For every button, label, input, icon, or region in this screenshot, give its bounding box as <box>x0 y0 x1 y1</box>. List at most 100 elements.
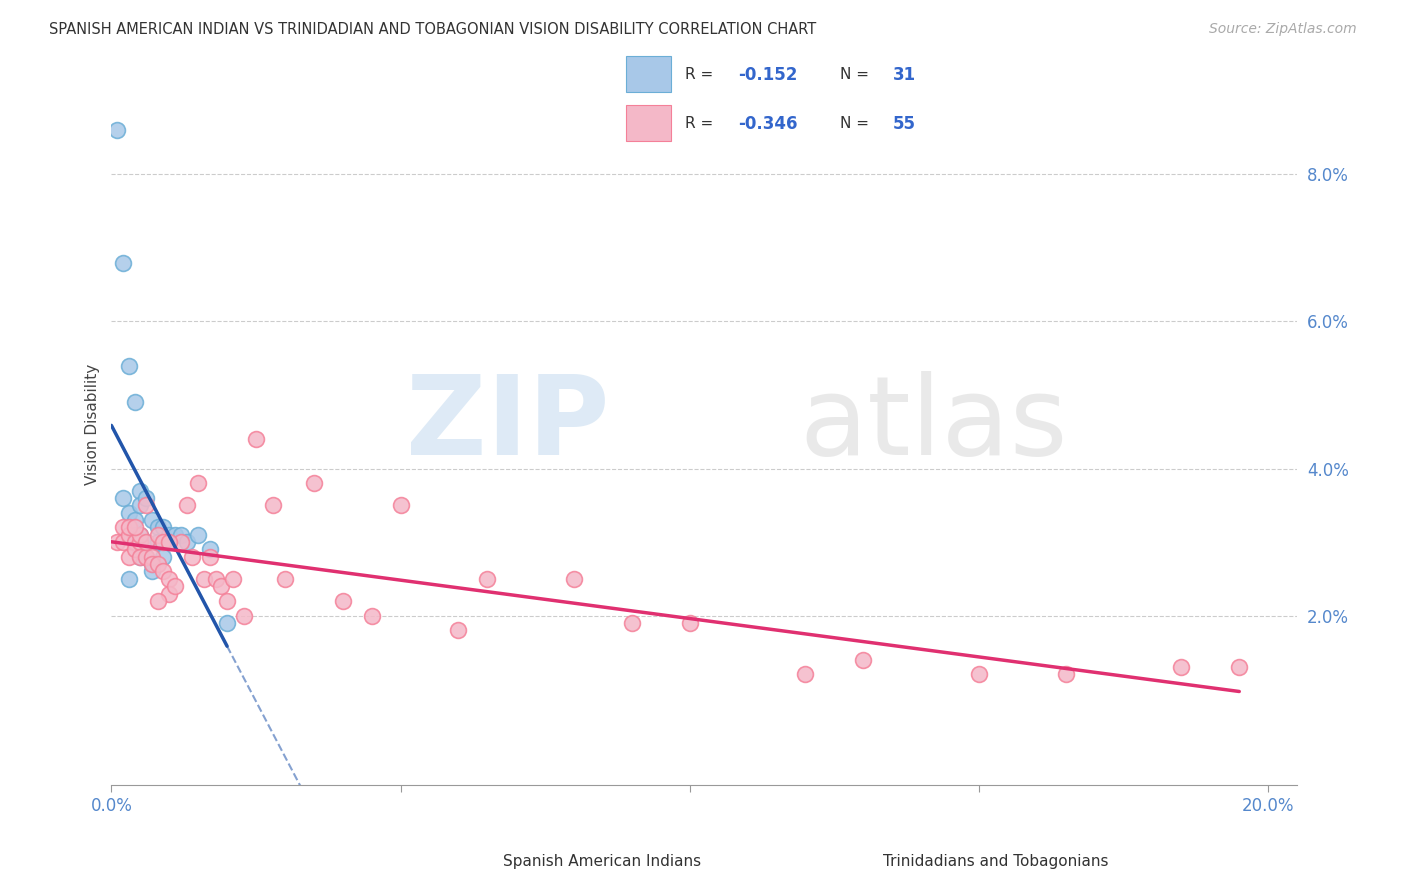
Point <box>135 535 157 549</box>
Point <box>620 615 643 630</box>
Point <box>1054 667 1077 681</box>
Y-axis label: Vision Disability: Vision Disability <box>86 364 100 485</box>
Point <box>135 549 157 564</box>
Point <box>146 520 169 534</box>
Point <box>129 549 152 564</box>
Point <box>447 624 470 638</box>
Point <box>152 549 174 564</box>
Point <box>170 535 193 549</box>
Point <box>105 123 128 137</box>
Text: R =: R = <box>686 67 718 82</box>
Point <box>245 432 267 446</box>
Point <box>124 513 146 527</box>
Point <box>129 535 152 549</box>
Point <box>146 557 169 571</box>
Point <box>222 572 245 586</box>
Text: ZIP: ZIP <box>406 371 609 478</box>
Point <box>152 565 174 579</box>
Point <box>129 498 152 512</box>
Point <box>562 572 585 586</box>
Point <box>111 535 134 549</box>
Point <box>274 572 297 586</box>
Point <box>105 535 128 549</box>
Point <box>852 653 875 667</box>
Point <box>262 498 284 512</box>
Point <box>302 476 325 491</box>
Point <box>187 476 209 491</box>
Point <box>129 527 152 541</box>
Point <box>181 549 204 564</box>
Point <box>124 542 146 557</box>
Point <box>135 549 157 564</box>
Point <box>163 527 186 541</box>
Text: 31: 31 <box>893 66 915 84</box>
Point <box>217 615 239 630</box>
Point <box>111 491 134 505</box>
Point <box>1227 660 1250 674</box>
Point <box>118 527 141 541</box>
Point <box>118 359 141 373</box>
Point <box>141 557 163 571</box>
Text: -0.152: -0.152 <box>738 66 797 84</box>
Point <box>124 520 146 534</box>
Point <box>332 594 354 608</box>
Point <box>118 549 141 564</box>
Point <box>967 667 990 681</box>
Point <box>176 498 198 512</box>
Text: Spanish American Indians: Spanish American Indians <box>503 855 702 869</box>
Point <box>129 549 152 564</box>
Point <box>679 615 702 630</box>
Point <box>360 608 382 623</box>
Point <box>135 535 157 549</box>
Point <box>152 520 174 534</box>
Point <box>157 535 180 549</box>
Point <box>141 549 163 564</box>
Point <box>477 572 499 586</box>
Point <box>152 535 174 549</box>
Text: SPANISH AMERICAN INDIAN VS TRINIDADIAN AND TOBAGONIAN VISION DISABILITY CORRELAT: SPANISH AMERICAN INDIAN VS TRINIDADIAN A… <box>49 22 817 37</box>
Bar <box>626 56 672 92</box>
Text: N =: N = <box>841 67 875 82</box>
Point <box>124 395 146 409</box>
Point <box>141 565 163 579</box>
Point <box>135 498 157 512</box>
Point <box>389 498 412 512</box>
Point <box>111 255 134 269</box>
Text: R =: R = <box>686 117 718 131</box>
Point <box>163 579 186 593</box>
Point <box>129 483 152 498</box>
Point <box>187 527 209 541</box>
Text: -0.346: -0.346 <box>738 115 797 133</box>
Text: Source: ZipAtlas.com: Source: ZipAtlas.com <box>1209 22 1357 37</box>
Point <box>209 579 232 593</box>
Point <box>157 535 180 549</box>
Point <box>198 549 221 564</box>
Point <box>1170 660 1192 674</box>
Point <box>170 527 193 541</box>
Point <box>217 594 239 608</box>
Text: Trinidadians and Tobagonians: Trinidadians and Tobagonians <box>883 855 1108 869</box>
Point <box>141 513 163 527</box>
Bar <box>626 105 672 141</box>
Point <box>118 572 141 586</box>
Point <box>157 572 180 586</box>
Point <box>176 535 198 549</box>
Point <box>124 535 146 549</box>
Point <box>157 586 180 600</box>
Point <box>146 527 169 541</box>
Point <box>794 667 817 681</box>
Point <box>111 520 134 534</box>
Text: 55: 55 <box>893 115 915 133</box>
Text: N =: N = <box>841 117 875 131</box>
Point <box>157 527 180 541</box>
Point <box>129 527 152 541</box>
Point <box>233 608 256 623</box>
Point <box>135 491 157 505</box>
Point <box>124 527 146 541</box>
Point <box>141 557 163 571</box>
Point <box>146 594 169 608</box>
Point <box>193 572 215 586</box>
Text: atlas: atlas <box>799 371 1067 478</box>
Point <box>146 535 169 549</box>
Point <box>118 506 141 520</box>
